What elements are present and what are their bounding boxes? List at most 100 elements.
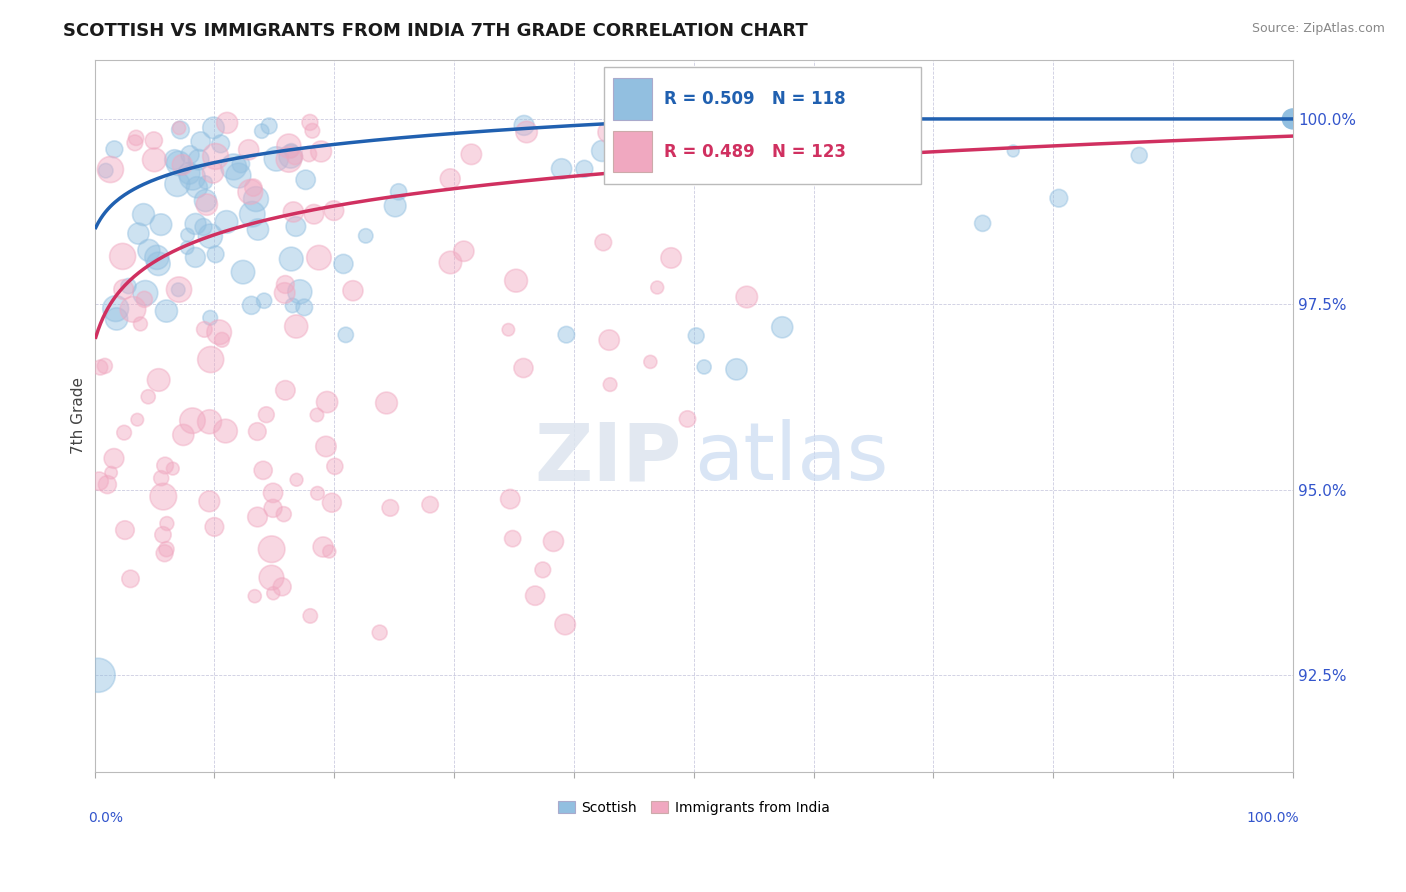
Point	[136, 390, 159, 404]
Point	[150, 218, 173, 232]
Point	[200, 310, 222, 325]
Point	[238, 143, 260, 157]
Point	[368, 625, 391, 640]
Point	[214, 424, 236, 438]
Text: 100.0%: 100.0%	[1246, 811, 1299, 825]
Point	[240, 207, 263, 221]
Point	[172, 428, 194, 442]
Point	[176, 241, 198, 255]
Point	[315, 440, 337, 454]
Point	[1282, 112, 1305, 126]
Point	[321, 496, 343, 510]
Point	[184, 251, 207, 265]
Point	[163, 153, 186, 167]
Point	[280, 149, 302, 163]
Point	[1281, 112, 1303, 126]
Point	[94, 163, 117, 178]
Point	[242, 180, 264, 194]
Point	[284, 219, 307, 234]
Point	[153, 546, 176, 560]
Point	[645, 280, 668, 294]
Point	[271, 580, 294, 594]
Point	[254, 408, 277, 422]
Point	[200, 352, 222, 367]
Point	[181, 414, 204, 428]
Point	[1047, 191, 1070, 205]
Point	[591, 144, 613, 158]
Point	[89, 474, 111, 488]
Point	[134, 285, 156, 300]
Point	[257, 119, 280, 133]
Point	[1282, 112, 1305, 126]
Point	[1282, 112, 1305, 126]
Point	[281, 298, 304, 312]
Point	[770, 320, 793, 334]
Point	[498, 323, 520, 337]
Point	[138, 244, 160, 258]
Point	[284, 150, 307, 164]
Point	[598, 125, 620, 139]
Point	[301, 124, 323, 138]
Point	[735, 290, 758, 304]
Point	[186, 180, 208, 194]
Point	[262, 501, 284, 516]
Point	[243, 589, 266, 603]
Point	[202, 520, 225, 534]
Text: 0.0%: 0.0%	[89, 811, 124, 825]
Point	[127, 413, 149, 427]
Point	[194, 176, 217, 190]
Point	[619, 152, 641, 166]
Point	[262, 586, 284, 600]
Point	[307, 486, 329, 500]
Point	[260, 571, 283, 585]
Point	[204, 247, 226, 261]
Point	[323, 203, 346, 218]
Point	[122, 302, 145, 317]
Point	[1128, 148, 1150, 162]
Point	[1281, 112, 1303, 126]
Point	[1281, 112, 1303, 126]
Point	[87, 668, 110, 682]
Point	[266, 152, 288, 166]
Point	[502, 532, 524, 546]
Point	[872, 118, 894, 132]
Point	[208, 325, 231, 339]
Point	[273, 507, 295, 521]
Point	[308, 251, 330, 265]
Point	[1282, 112, 1305, 126]
Point	[240, 298, 263, 312]
Point	[512, 361, 534, 376]
Point	[181, 170, 204, 185]
Point	[659, 251, 682, 265]
Point	[246, 222, 269, 236]
Point	[513, 119, 536, 133]
Point	[112, 282, 135, 296]
Point	[693, 359, 716, 374]
Text: atlas: atlas	[693, 419, 889, 498]
Point	[211, 333, 233, 347]
Point	[134, 293, 156, 307]
Text: Source: ZipAtlas.com: Source: ZipAtlas.com	[1251, 22, 1385, 36]
Point	[302, 207, 325, 221]
Point	[232, 265, 254, 279]
Point	[323, 459, 346, 474]
Point	[1002, 144, 1025, 158]
Point	[1281, 112, 1303, 126]
Point	[832, 140, 855, 154]
Point	[277, 153, 299, 167]
Point	[252, 463, 274, 477]
Point	[190, 135, 212, 149]
Point	[89, 360, 111, 375]
Point	[1282, 112, 1305, 126]
Point	[531, 563, 554, 577]
Point	[1281, 112, 1303, 126]
Point	[246, 425, 269, 439]
Point	[132, 208, 155, 222]
Point	[419, 498, 441, 512]
Point	[193, 322, 215, 336]
Point	[184, 217, 207, 231]
Point	[167, 121, 190, 136]
Point	[117, 279, 139, 293]
Point	[499, 492, 522, 507]
Point	[1281, 112, 1303, 126]
